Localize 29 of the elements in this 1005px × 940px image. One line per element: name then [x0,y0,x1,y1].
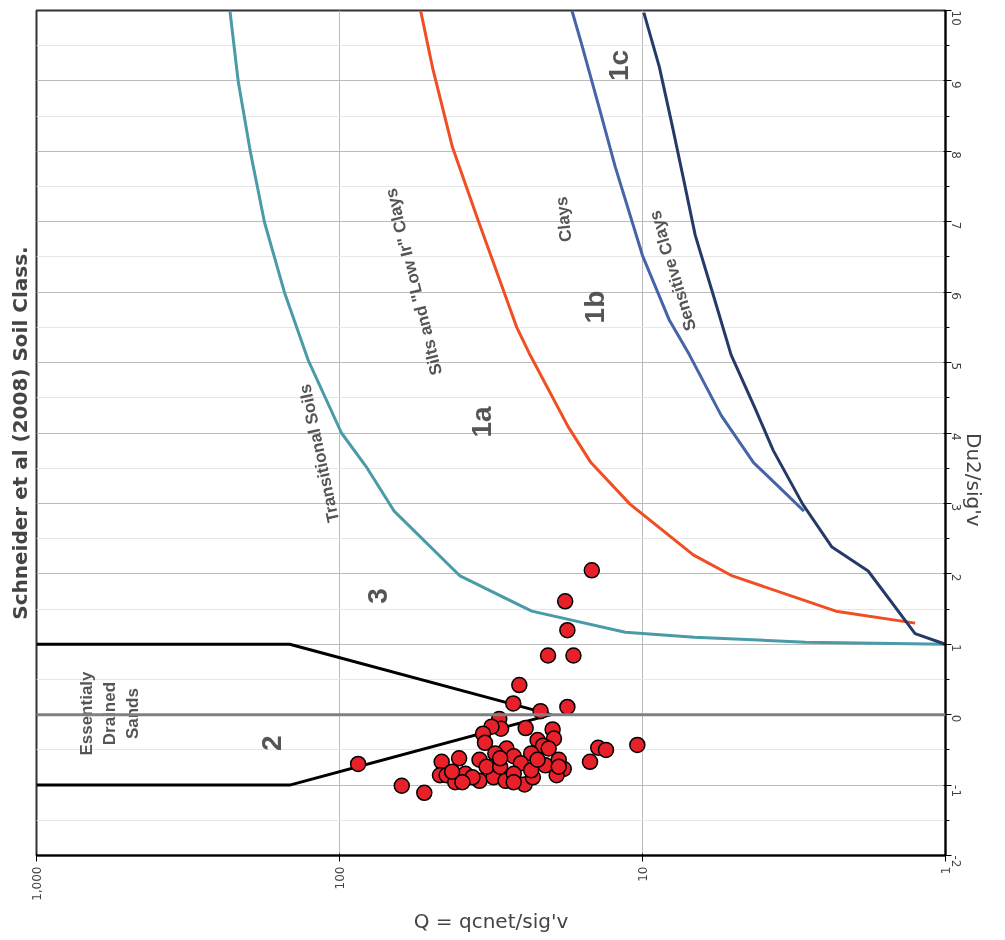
annotation: Sensitive Clays [645,208,701,334]
y-tick-label: 10 [949,10,963,26]
annotation: 2 [255,735,287,751]
y-axis-title: Du2/sig'v [961,433,986,527]
annotation: Clays [551,195,576,243]
y-tick-label: 4 [949,433,963,441]
y-tick-label: 2 [949,573,963,582]
y-tick-label: 3 [949,503,963,512]
y-tick-label: 5 [949,362,963,371]
x-tick-label: 1 [939,866,953,875]
x-tick-label: 100 [333,866,347,890]
annotation: 1c [602,49,634,81]
annotation: Silts and "Low Ir" Clays [381,186,447,378]
annotation: 1a [465,406,497,438]
annotation: Essentialy Drained Sands [76,670,142,756]
text: Schneider et al (2008) Soil Class. [7,246,32,620]
x-tick-label: 1,000 [30,866,44,901]
y-tick-label: -1 [949,785,963,798]
y-tick-label: 6 [949,292,963,300]
y-tick-label: 1 [949,644,963,652]
y-tick-label: 9 [949,80,963,89]
y-tick-label: -2 [949,855,963,868]
x-tick-label: 10 [636,866,650,882]
y-tick-label: 0 [949,714,963,723]
annotation: 3 [361,588,393,604]
y-tick-label: 8 [949,151,963,159]
y-tick-label: 7 [949,221,963,230]
annotation: 1b [579,290,611,324]
x-axis-title: Q = qcnet/sig'v [413,908,569,933]
